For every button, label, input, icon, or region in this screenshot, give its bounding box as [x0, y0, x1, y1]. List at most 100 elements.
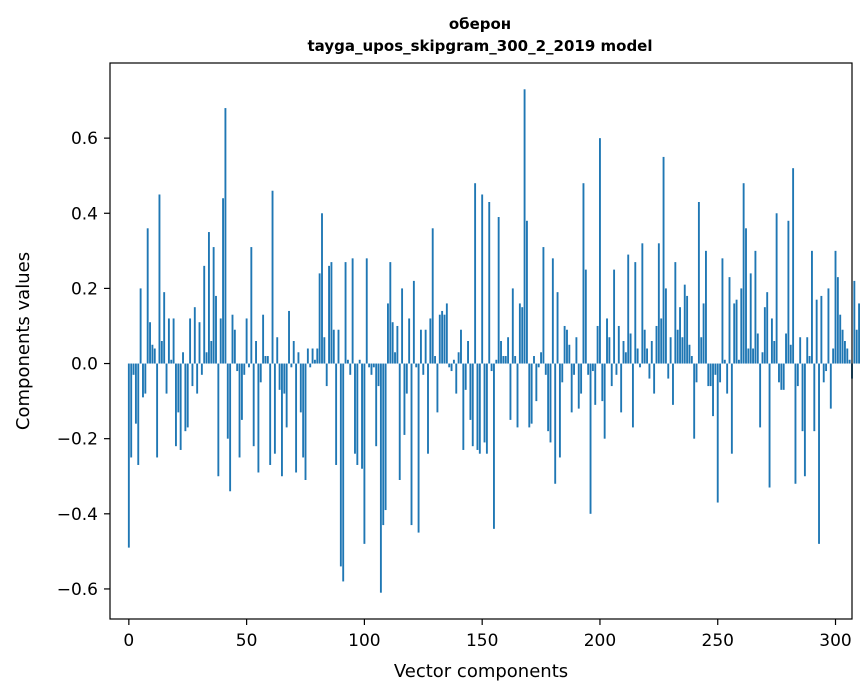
bar-155 [493, 363, 495, 529]
bar-286 [801, 363, 804, 432]
bar-162 [509, 363, 512, 420]
bar-61 [271, 190, 274, 364]
bar-163 [511, 288, 514, 364]
bar-26 [189, 318, 192, 364]
bar-142 [462, 363, 465, 450]
bar-20 [175, 363, 177, 447]
bar-308 [853, 280, 856, 364]
bar-191 [577, 363, 580, 409]
bar-85 [328, 265, 330, 364]
bar-133 [441, 310, 444, 364]
bar-121 [412, 280, 415, 364]
x-tick-label-50: 50 [236, 631, 258, 651]
bar-114 [396, 325, 399, 364]
bar-3 [134, 363, 137, 424]
bar-94 [349, 363, 352, 375]
bar-44 [231, 314, 234, 364]
bar-40 [222, 198, 224, 364]
bar-23 [182, 352, 184, 364]
bar-225 [657, 243, 660, 364]
bar-104 [372, 363, 375, 368]
bar-156 [495, 359, 498, 364]
x-tick-label-300: 300 [819, 631, 851, 651]
bar-154 [490, 363, 493, 372]
bar-181 [554, 363, 557, 484]
bar-292 [815, 299, 818, 364]
bar-173 [535, 363, 538, 402]
bar-106 [377, 363, 380, 387]
bar-111 [389, 262, 392, 364]
bar-18 [170, 359, 173, 364]
bar-207 [615, 363, 618, 375]
bar-157 [497, 217, 500, 364]
bar-187 [568, 344, 571, 364]
bar-105 [375, 363, 378, 447]
bar-221 [648, 363, 651, 379]
bar-153 [488, 202, 491, 364]
bar-103 [370, 363, 373, 375]
bar-5 [139, 288, 142, 364]
bar-169 [525, 220, 528, 364]
bar-214 [631, 363, 634, 428]
bar-268 [759, 363, 762, 428]
bar-218 [641, 243, 644, 364]
bar-247 [709, 363, 712, 387]
bar-279 [785, 333, 787, 364]
bar-52 [250, 247, 253, 364]
chart-title-line1: оберон [449, 15, 511, 33]
bar-159 [502, 356, 505, 364]
bar-255 [728, 277, 731, 364]
x-axis-label: Vector components [394, 661, 568, 682]
bar-89 [337, 329, 340, 364]
bar-96 [354, 363, 356, 454]
bar-144 [467, 341, 469, 364]
bar-246 [707, 363, 710, 387]
bar-242 [697, 202, 700, 364]
bar-193 [582, 183, 585, 364]
bar-66 [283, 363, 286, 394]
y-tick-label-0: −0.6 [57, 580, 98, 600]
bar-226 [660, 318, 663, 364]
bar-67 [285, 363, 288, 428]
bar-6 [142, 363, 144, 398]
bar-295 [822, 363, 825, 383]
bar-81 [318, 273, 321, 364]
bar-294 [820, 295, 823, 364]
y-tick-label-3: 0.0 [71, 355, 98, 375]
bar-7 [144, 363, 147, 394]
bar-239 [690, 356, 693, 364]
bar-140 [457, 352, 460, 364]
bar-304 [843, 341, 846, 364]
bar-42 [226, 363, 229, 439]
bar-138 [452, 359, 455, 364]
bar-125 [422, 363, 425, 375]
bar-16 [165, 363, 168, 394]
bar-254 [726, 363, 729, 394]
bar-257 [733, 303, 736, 364]
bar-302 [839, 314, 842, 364]
bar-32 [203, 265, 206, 364]
bar-184 [561, 363, 564, 383]
bar-177 [544, 363, 547, 375]
bar-211 [624, 352, 627, 364]
bar-63 [276, 337, 279, 364]
bar-175 [540, 352, 542, 364]
bar-262 [745, 228, 747, 364]
bar-310 [858, 303, 860, 364]
bar-264 [749, 273, 752, 364]
bar-188 [570, 363, 573, 413]
bar-309 [855, 329, 858, 364]
bar-21 [177, 363, 180, 413]
bar-283 [794, 363, 797, 484]
bar-236 [683, 284, 686, 364]
bar-28 [193, 307, 196, 364]
bar-237 [686, 295, 689, 364]
bar-238 [688, 344, 691, 364]
bar-161 [507, 337, 510, 364]
bar-99 [361, 363, 363, 469]
bar-137 [450, 363, 453, 372]
bar-109 [384, 363, 387, 511]
bar-62 [273, 363, 276, 454]
bar-296 [825, 363, 828, 372]
